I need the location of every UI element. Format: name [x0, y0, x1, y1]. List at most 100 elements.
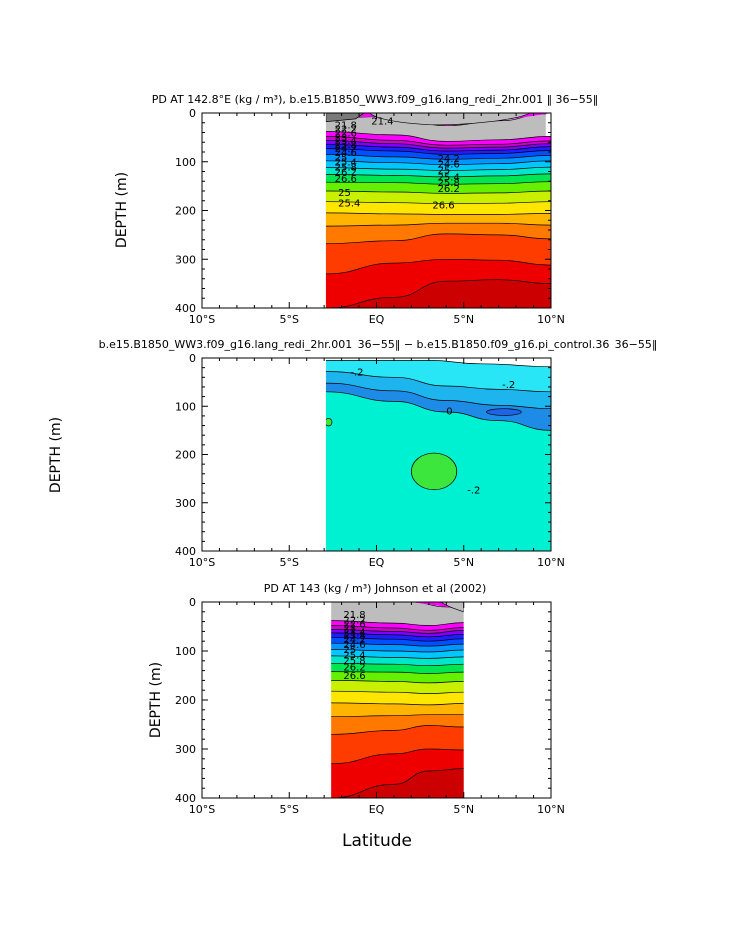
contour-label: 22.6 [343, 619, 365, 630]
x-tick-label: 5°N [453, 803, 474, 816]
contour-label: 22.2 [335, 125, 357, 136]
no-data-right [463, 602, 551, 798]
panel-model-density: PD AT 142.8°E (kg / m³), b.e15.B1850_WW3… [114, 93, 598, 326]
panel-title: PD AT 143 (kg / m³) Johnson et al (2002) [264, 582, 487, 595]
blob-negative-core [486, 408, 522, 416]
y-axis-label: DEPTH (m) [148, 662, 164, 738]
contour-line [325, 166, 552, 171]
contour-label: 23 [343, 623, 356, 634]
contour-label: 25 [438, 165, 451, 176]
contour-label: 25.8 [438, 178, 460, 189]
contour-line [325, 233, 552, 245]
blob-positive-anomaly [411, 452, 458, 491]
contour-label: 25.4 [343, 650, 365, 661]
y-tick-label: 100 [175, 156, 196, 169]
contour-label: 23.8 [335, 140, 357, 151]
x-tick-label: 10°N [537, 313, 565, 326]
x-tick-label: 5°S [280, 313, 299, 326]
y-tick-label: 0 [189, 352, 196, 365]
contour-label: 26.2 [438, 184, 460, 195]
panel-density-difference: b.e15.B1850_WW3.f09_g16.lang_redi_2hr.00… [48, 338, 657, 569]
contour-line [331, 655, 464, 659]
contour-line [331, 649, 464, 653]
y-tick-label: 300 [175, 253, 196, 266]
x-tick-label: 5°N [453, 556, 474, 569]
contour-line [331, 725, 464, 735]
contour-line [331, 768, 464, 799]
contour-line [325, 139, 552, 149]
x-tick-label: EQ [369, 556, 385, 569]
no-data-left [202, 602, 332, 798]
contour-line [325, 371, 552, 393]
contour-label: -.2 [467, 486, 480, 497]
panel-title: b.e15.B1850_WW3.f09_g16.lang_redi_2hr.00… [99, 338, 658, 351]
contour-line [331, 702, 464, 706]
x-axis-label: Latitude [342, 831, 412, 851]
contour-label: 23.8 [343, 631, 365, 642]
x-tick-label: 10°S [189, 803, 215, 816]
contour-line [331, 671, 464, 674]
contour-line [325, 136, 552, 146]
contour-line [331, 636, 464, 642]
contour-label: 21.4 [371, 117, 393, 128]
plot-area: 21.421.822.222.62323.423.824.224.62525.4… [175, 107, 565, 326]
y-tick-label: 400 [175, 302, 196, 315]
contour-label: 24.2 [335, 144, 357, 155]
contour-line [325, 360, 552, 368]
contour-label: 24.6 [343, 640, 365, 651]
y-tick-label: 400 [175, 545, 196, 558]
contour-line [331, 662, 464, 667]
y-tick-label: 200 [175, 205, 196, 218]
contour-line [331, 680, 464, 684]
contour-line [325, 131, 552, 142]
contour-label: 25.8 [343, 656, 365, 667]
contour-label: 25.8 [335, 163, 357, 174]
x-tick-label: 5°S [280, 803, 299, 816]
contour-label: 24.2 [438, 154, 460, 165]
contour-label: 24.6 [438, 160, 460, 171]
contour-line [325, 143, 552, 152]
y-tick-label: 400 [175, 792, 196, 805]
contour-label: 24.2 [343, 635, 365, 646]
x-tick-label: EQ [369, 803, 385, 816]
y-tick-label: 0 [189, 107, 196, 120]
x-tick-label: 5°S [280, 556, 299, 569]
contour-label: 23.4 [343, 627, 365, 638]
contour-line [331, 629, 464, 634]
y-tick-label: 0 [189, 596, 196, 609]
contour-line [331, 690, 464, 694]
contour-label: 26.2 [343, 663, 365, 674]
contour-line [331, 748, 464, 765]
contour-label: 23.4 [335, 136, 357, 147]
contour-line [325, 391, 552, 431]
contour-label: 22.6 [335, 128, 357, 139]
y-tick-label: 100 [175, 400, 196, 413]
grey-surface-patch [368, 112, 531, 126]
plot-area: -.2 -.2 0 -.2 10°S 5°S EQ 5°N 10°N 0 100 200 300 400 [175, 352, 565, 569]
contour-band-27_8 [325, 279, 551, 308]
contour-line [331, 625, 464, 631]
y-axis-label: DEPTH (m) [48, 417, 64, 493]
contour-label: 25.4 [338, 199, 360, 210]
x-tick-label: EQ [369, 313, 385, 326]
contour-label: 25 [338, 188, 351, 199]
no-data-left [202, 358, 326, 551]
contour-label: 0 [446, 406, 452, 417]
contour-label: 26.6 [335, 174, 357, 185]
contour-line [325, 222, 552, 227]
contour-line [325, 382, 552, 410]
blob-edge-positive [324, 417, 333, 427]
contour-label: 26.6 [343, 671, 365, 682]
contour-label: 23 [335, 132, 348, 143]
contour-label: 22.2 [343, 616, 365, 627]
contour-line [331, 632, 464, 638]
contour-label: 21.8 [335, 121, 357, 132]
y-tick-label: 200 [175, 449, 196, 462]
x-tick-label: 5°N [453, 313, 474, 326]
contour-line [325, 212, 552, 215]
contour-label: 25 [335, 153, 348, 164]
contour-label: -.2 [502, 380, 515, 391]
contour-label: 21.8 [343, 610, 365, 621]
contour-label: -.2 [350, 367, 363, 378]
